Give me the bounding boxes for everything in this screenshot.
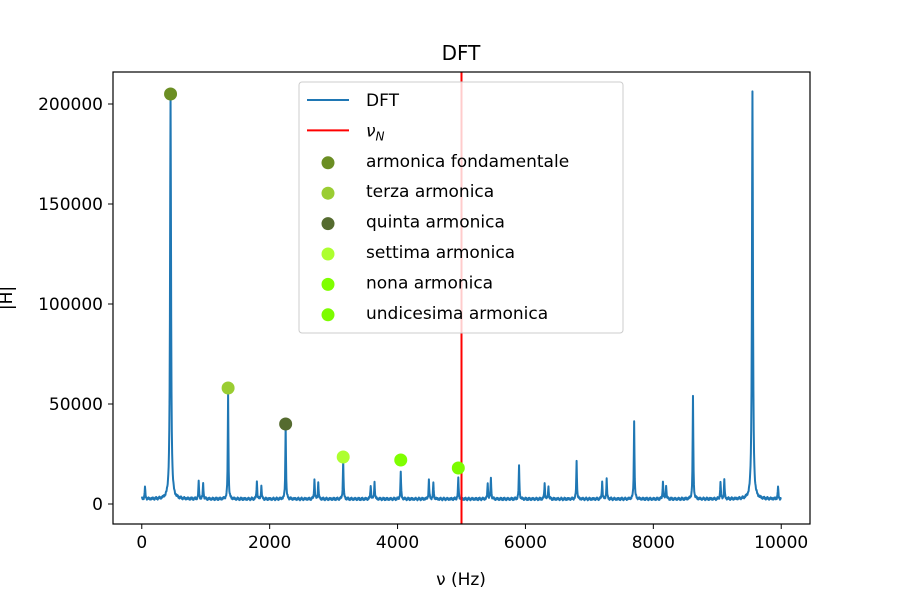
x-tick-label: 2000	[248, 533, 291, 553]
x-tick-label: 0	[136, 533, 147, 553]
legend-swatch-nona-armonica	[321, 277, 335, 291]
legend-label-undicesima-armonica: undicesima armonica	[366, 304, 548, 324]
axes-frame	[112, 71, 811, 525]
legend-label-settima-armonica: settima armonica	[366, 243, 515, 263]
x-tick-label: 8000	[632, 533, 675, 553]
y-tick-label: 150000	[38, 195, 103, 215]
harmonic-marker-2	[221, 381, 235, 395]
legend-box	[298, 81, 624, 334]
harmonic-marker-1	[164, 87, 178, 101]
y-tick-label: 50000	[49, 395, 103, 415]
harmonic-marker-6	[451, 461, 465, 475]
harmonic-marker-3	[279, 417, 293, 431]
legend-swatch-quinta-armonica	[321, 217, 335, 231]
axis-ticks: 0 2000 4000 6000 8000 10000050000100000150000…	[38, 95, 808, 553]
harmonic-marker-4	[336, 450, 350, 464]
x-tick-label: 6000	[504, 533, 547, 553]
y-tick-label: 0	[92, 495, 103, 515]
legend-label-armonica-fondamentale: armonica fondamentale	[366, 152, 569, 172]
legend-label-terza-armonica: terza armonica	[366, 182, 494, 202]
legend: DFT νN armonica fondamentale terza armonica…	[298, 81, 624, 334]
legend-swatch-undicesima-armonica	[321, 308, 335, 322]
harmonic-marker-5	[394, 453, 408, 467]
x-tick-label: 4000	[376, 533, 419, 553]
legend-swatch-terza-armonica	[321, 186, 335, 200]
legend-swatch-armonica-fondamentale	[321, 156, 335, 170]
legend-swatch-settima-armonica	[321, 247, 335, 261]
legend-label-nona-armonica: nona armonica	[366, 273, 493, 293]
legend-label-nu-n: νN	[366, 121, 385, 143]
y-axis-label: |H|	[0, 286, 17, 310]
x-axis-label: ν (Hz)	[436, 570, 486, 590]
legend-label-dft: DFT	[366, 91, 400, 111]
x-tick-label: 10000	[754, 533, 808, 553]
y-tick-label: 100000	[38, 295, 103, 315]
legend-label-quinta-armonica: quinta armonica	[366, 213, 505, 233]
y-tick-label: 200000	[38, 95, 103, 115]
chart-title: DFT	[442, 41, 482, 65]
